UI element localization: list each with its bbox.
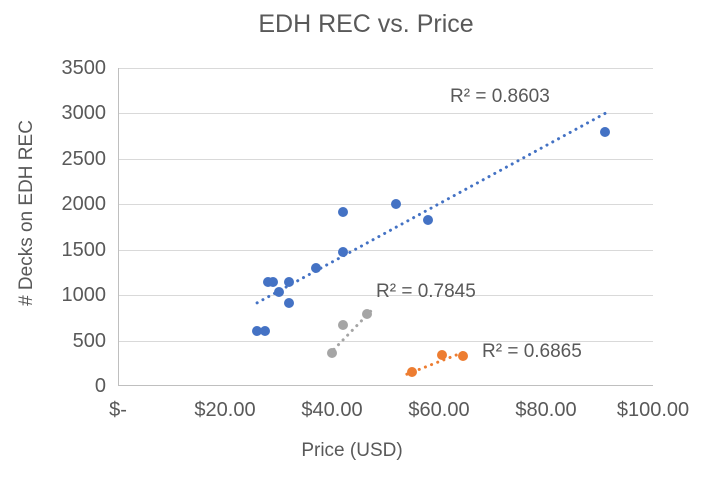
data-point-series-blue — [260, 326, 271, 337]
gridline — [118, 340, 653, 342]
trendline-series-gray — [327, 305, 377, 356]
data-point-series-blue — [284, 276, 295, 287]
data-point-series-gray — [361, 309, 372, 320]
data-point-series-blue — [391, 199, 402, 210]
data-point-series-blue — [337, 246, 348, 257]
x-tick-label: $100.00 — [616, 399, 690, 421]
data-point-series-gray — [327, 348, 337, 359]
trendline-series-blue — [255, 110, 610, 305]
gridline — [118, 113, 653, 115]
data-point-series-blue — [599, 126, 610, 137]
data-point-series-blue — [252, 326, 263, 337]
x-axis-line — [118, 385, 653, 386]
gridline — [118, 204, 653, 206]
data-point-series-orange — [436, 350, 447, 361]
data-point-series-blue — [268, 277, 279, 288]
x-axis-title: Price (USD) — [301, 440, 403, 461]
gridline — [118, 295, 653, 297]
x-tick-label: $20.00 — [194, 399, 256, 421]
y-tick-label: 3500 — [61, 57, 107, 79]
data-point-series-blue — [337, 207, 348, 218]
gridline — [118, 158, 653, 160]
y-tick-label: 2000 — [61, 193, 107, 216]
y-tick-label: 500 — [72, 329, 106, 352]
y-tick-label: 0 — [94, 375, 106, 397]
r-squared-label-gray: R² = 0.7845 — [376, 281, 476, 302]
x-tick-label: $- — [109, 399, 127, 421]
data-point-series-blue — [284, 298, 295, 309]
r-squared-label-blue: R² = 0.8603 — [450, 86, 550, 107]
data-point-series-blue — [310, 262, 321, 273]
gridline — [118, 68, 653, 69]
data-point-series-gray — [337, 320, 348, 331]
y-axis-line — [118, 68, 119, 386]
data-point-series-orange — [458, 351, 469, 362]
x-tick-label: $60.00 — [408, 399, 470, 421]
data-point-series-blue — [262, 276, 273, 287]
plot-area — [118, 68, 653, 386]
y-tick-label: 1500 — [61, 238, 107, 261]
data-point-series-orange — [407, 366, 418, 377]
x-tick-label: $40.00 — [301, 399, 363, 421]
y-tick-label: 1000 — [61, 284, 107, 307]
trendlines-layer — [255, 110, 610, 376]
data-point-series-blue — [273, 287, 284, 298]
y-tick-label: 3000 — [61, 102, 107, 125]
data-point-series-blue — [423, 214, 434, 225]
gridline — [118, 249, 653, 251]
chart-title: EDH REC vs. Price — [258, 10, 474, 38]
r-squared-label-orange: R² = 0.6865 — [482, 341, 582, 362]
y-tick-label: 2500 — [61, 147, 107, 170]
x-tick-label: $80.00 — [515, 399, 577, 421]
